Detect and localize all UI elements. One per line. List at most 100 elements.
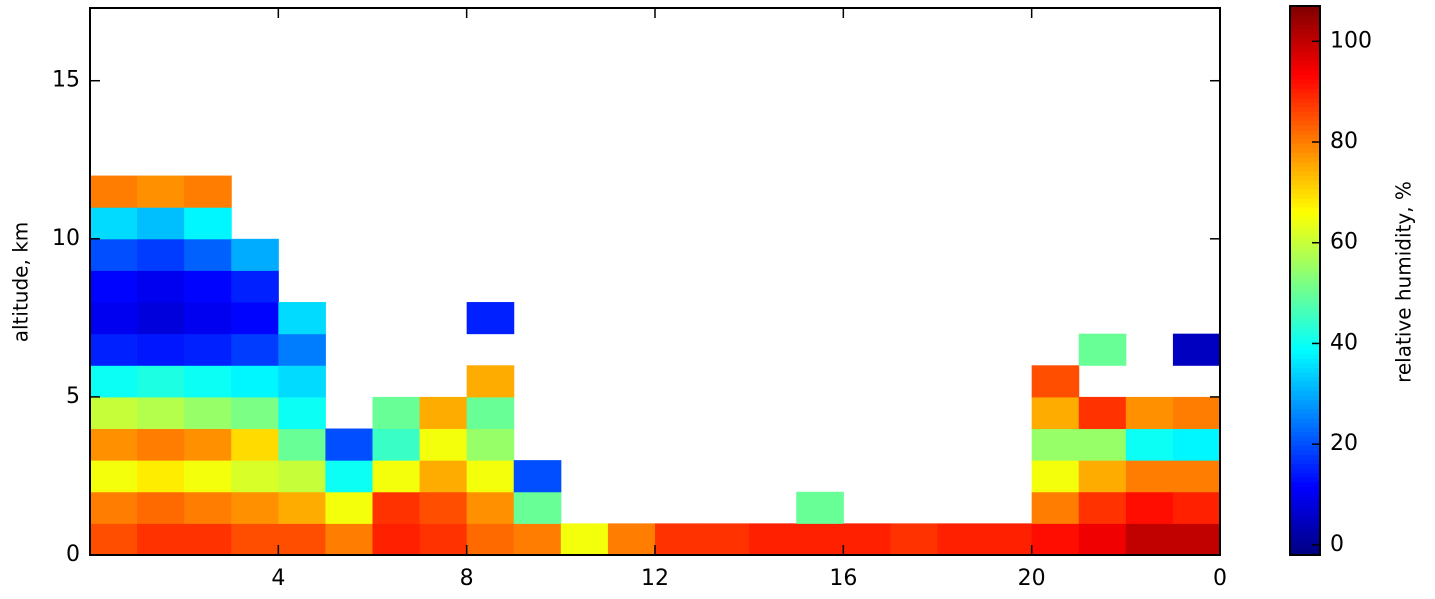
colorbar-swatch: [1290, 330, 1320, 336]
cell: [607, 523, 656, 556]
colorbar-swatch: [1290, 211, 1320, 218]
cell: [372, 428, 421, 461]
cell: [278, 428, 326, 461]
colorbar-swatch: [1290, 280, 1320, 286]
colorbar-swatch: [1290, 147, 1320, 153]
colorbar-swatch: [1290, 225, 1320, 231]
colorbar-swatch: [1290, 285, 1320, 291]
colorbar-swatch: [1290, 88, 1320, 94]
colorbar-swatch: [1290, 431, 1320, 437]
cell: [1125, 491, 1174, 524]
colorbar-swatch: [1290, 230, 1320, 236]
colorbar-swatch: [1290, 349, 1320, 355]
colorbar-swatch: [1290, 111, 1320, 117]
colorbar-swatch: [1290, 289, 1320, 295]
colorbar-swatch: [1290, 184, 1320, 190]
cell: [513, 523, 562, 556]
cell: [137, 460, 185, 493]
cell: [278, 523, 326, 556]
cell: [325, 523, 373, 556]
colorbar-swatch: [1290, 518, 1320, 524]
cell: [419, 491, 468, 524]
cell: [419, 396, 468, 430]
cell: [984, 523, 1033, 556]
colorbar-swatch: [1290, 321, 1320, 327]
colorbar-swatch: [1290, 339, 1320, 346]
y-tick-label: 15: [52, 68, 80, 93]
colorbar-swatch: [1290, 202, 1320, 208]
cell: [137, 396, 185, 430]
heatmap: [90, 175, 1221, 556]
colorbar-swatch: [1290, 422, 1320, 428]
cell: [231, 491, 279, 524]
colorbar-swatch: [1290, 550, 1320, 556]
colorbar-swatch: [1290, 413, 1320, 419]
colorbar-swatch: [1290, 353, 1320, 359]
cell: [137, 238, 185, 271]
colorbar-swatch: [1290, 65, 1320, 71]
colorbar-swatch: [1290, 106, 1320, 112]
cell: [90, 523, 138, 556]
cell: [325, 460, 373, 493]
colorbar-swatch: [1290, 408, 1320, 414]
cell: [90, 365, 138, 398]
cell: [1031, 460, 1080, 493]
colorbar-swatch: [1290, 33, 1320, 39]
cell: [796, 491, 844, 524]
cell: [1172, 396, 1221, 430]
cell: [890, 523, 938, 556]
cell: [231, 302, 279, 335]
colorbar-swatch: [1290, 509, 1320, 515]
colorbar-swatch: [1290, 42, 1320, 48]
colorbar-swatch: [1290, 56, 1320, 62]
colorbar-swatch: [1290, 458, 1320, 465]
colorbar-swatch: [1290, 257, 1320, 263]
colorbar-swatch: [1290, 372, 1320, 378]
colorbar-frame: [1289, 5, 1321, 556]
cell: [1125, 460, 1174, 493]
colorbar-swatch: [1290, 294, 1320, 300]
colorbar-swatch: [1290, 15, 1320, 21]
cell: [278, 365, 326, 398]
cell: [90, 302, 138, 335]
cell: [231, 365, 279, 398]
cell: [90, 491, 138, 524]
colorbar-tick-label: 20: [1330, 431, 1358, 456]
y-tick-label: 10: [52, 226, 80, 251]
cell: [1172, 523, 1221, 556]
cell: [184, 207, 232, 240]
cell: [655, 523, 703, 556]
cell: [231, 523, 279, 556]
y-tick-label: 0: [66, 542, 80, 567]
y-tick-label: 5: [66, 384, 80, 409]
colorbar-swatch: [1290, 513, 1320, 519]
colorbar-swatch: [1290, 271, 1320, 277]
colorbar-swatch: [1290, 83, 1320, 89]
colorbar-swatch: [1290, 522, 1320, 529]
colorbar-swatch: [1290, 385, 1320, 391]
cell: [90, 207, 138, 240]
cell: [137, 365, 185, 398]
colorbar-swatch: [1290, 170, 1320, 176]
colorbar-swatch: [1290, 312, 1320, 318]
cell: [1031, 523, 1080, 556]
x-tick-label: 0: [1213, 566, 1227, 591]
colorbar-swatch: [1290, 440, 1320, 446]
colorbar-swatch: [1290, 436, 1320, 442]
cell: [1125, 396, 1174, 430]
cell: [278, 302, 326, 335]
colorbar-swatch: [1290, 468, 1320, 474]
cell: [372, 460, 421, 493]
colorbar-swatch: [1290, 216, 1320, 222]
x-tick-label: 4: [271, 566, 285, 591]
colorbar-swatch: [1290, 344, 1320, 350]
colorbar-swatch: [1290, 28, 1320, 35]
colorbar-swatch: [1290, 367, 1320, 373]
cell: [90, 333, 138, 366]
colorbar-swatch: [1290, 221, 1320, 227]
cell: [1172, 491, 1221, 524]
cell: [1078, 428, 1127, 461]
cell: [466, 365, 515, 398]
colorbar-swatch: [1290, 138, 1320, 144]
x-tick-label: 12: [641, 566, 669, 591]
